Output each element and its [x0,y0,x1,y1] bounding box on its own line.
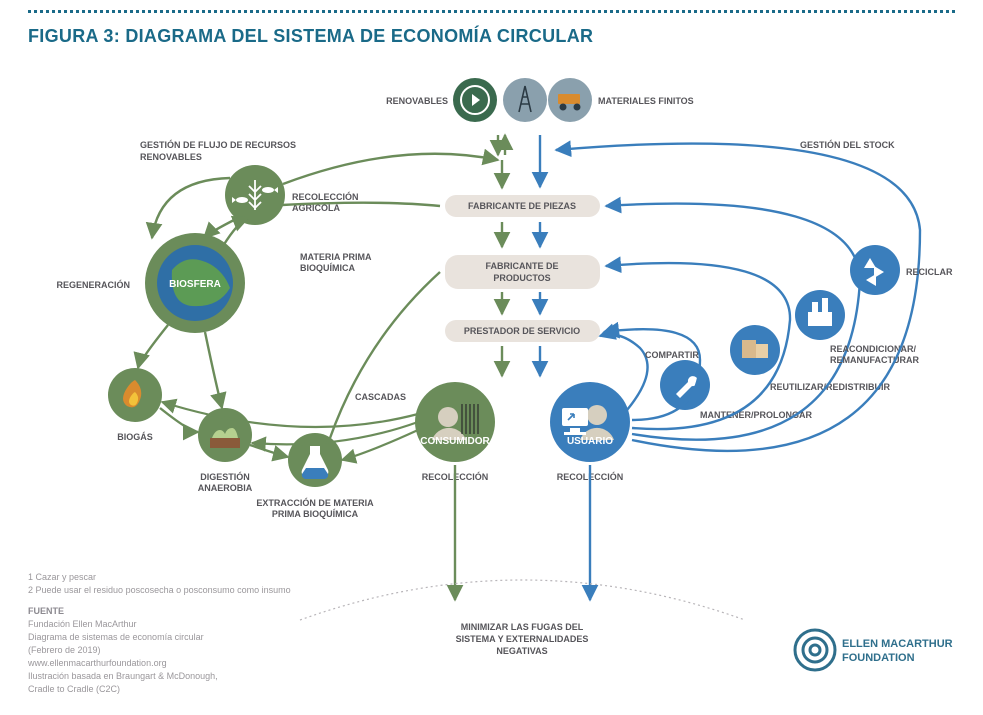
svg-text:www.ellenmacarthurfoundation.o: www.ellenmacarthurfoundation.org [27,658,167,668]
tech-mgmt-label: GESTIÓN DEL STOCK [800,139,895,150]
bio-mgmt-label-a: GESTIÓN DE FLUJO DE RECURSOS [140,139,296,150]
svg-text:BIOGÁS: BIOGÁS [117,432,153,442]
svg-text:COMPARTIR: COMPARTIR [645,350,699,360]
svg-text:ELLEN MACARTHUR: ELLEN MACARTHUR [842,638,953,650]
extraction-node: EXTRACCIÓN DE MATERIAPRIMA BIOQUÍMICA [256,433,374,519]
footnotes: 1 Cazar y pescar 2 Puede usar el residuo… [27,572,291,694]
svg-text:Fundación Ellen MacArthur: Fundación Ellen MacArthur [28,619,137,629]
bio-mgmt-label-b: RENOVABLES [140,152,202,162]
svg-text:PRODUCTOS: PRODUCTOS [493,273,550,283]
svg-text:EXTRACCIÓN DE MATERIAPRIMA BIO: EXTRACCIÓN DE MATERIAPRIMA BIOQUÍMICA [256,497,374,519]
leak-line1: MINIMIZAR LAS FUGAS DEL [461,622,584,632]
svg-text:REGENERACIÓN: REGENERACIÓN [56,279,130,290]
svg-text:DIGESTIÓNANAEROBIA: DIGESTIÓNANAEROBIA [198,471,253,493]
farming-node: RECOLECCIÓNAGRÍCOLA [225,165,359,225]
svg-text:FOUNDATION: FOUNDATION [842,652,915,664]
feedstock-label: MATERIA PRIMABIOQUÍMICA [300,252,372,273]
svg-text:CONSUMIDOR: CONSUMIDOR [420,436,490,447]
svg-text:FABRICANTE DE: FABRICANTE DE [485,261,558,271]
user-node: USUARIO [550,382,630,462]
pill-parts-mfr: FABRICANTE DE PIEZAS [445,195,600,217]
renewables-label: RENOVABLES [386,96,448,106]
little-exchange-arrows [498,135,505,155]
leak-line2: SISTEMA Y EXTERNALIDADES [456,634,589,644]
pill-service: PRESTADOR DE SERVICIO [445,320,600,342]
svg-text:FABRICANTE DE PIEZAS: FABRICANTE DE PIEZAS [468,201,576,211]
leak-ellipse [300,580,745,620]
svg-text:PRESTADOR DE SERVICIO: PRESTADOR DE SERVICIO [464,326,580,336]
leak-line3: NEGATIVAS [496,646,547,656]
refurbish-node: REACONDICIONAR/REMANUFACTURAR [606,204,919,440]
consumer-node: CONSUMIDOR [415,382,495,462]
svg-text:Ilustración basada en Braungar: Ilustración basada en Braungart & McDono… [28,671,218,681]
svg-text:2 Puede usar el residuo poscos: 2 Puede usar el residuo poscosecha o pos… [28,585,291,595]
butterfly-diagram: RENOVABLES MATERIALES FINITOS GESTIÓN DE… [0,0,983,715]
svg-text:(Febrero de 2019): (Febrero de 2019) [28,645,101,655]
svg-text:FUENTE: FUENTE [28,606,64,616]
cascades-label: CASCADAS [355,392,406,402]
finite-materials-label: MATERIALES FINITOS [598,96,694,106]
finite-materials-icons: MATERIALES FINITOS [503,78,694,122]
svg-text:RECICLAR: RECICLAR [906,267,953,277]
svg-text:BIOSFERA: BIOSFERA [169,279,221,290]
renewables-icon: RENOVABLES [386,78,497,122]
biogas-node: BIOGÁS [108,368,162,442]
biosphere-node: BIOSFERA REGENERACIÓN [56,233,245,333]
svg-text:Diagrama de sistemas de econom: Diagrama de sistemas de economía circula… [28,632,204,642]
svg-text:Cradle to Cradle (C2C): Cradle to Cradle (C2C) [28,684,120,694]
svg-text:USUARIO: USUARIO [567,436,613,447]
svg-text:1 Cazar y pescar: 1 Cazar y pescar [28,572,96,582]
emf-logo: ELLEN MACARTHUR FOUNDATION [795,630,953,670]
pill-product-mfr: FABRICANTE DE PRODUCTOS [445,255,600,289]
svg-text:REACONDICIONAR/REMANUFACTURAR: REACONDICIONAR/REMANUFACTURAR [830,344,919,365]
